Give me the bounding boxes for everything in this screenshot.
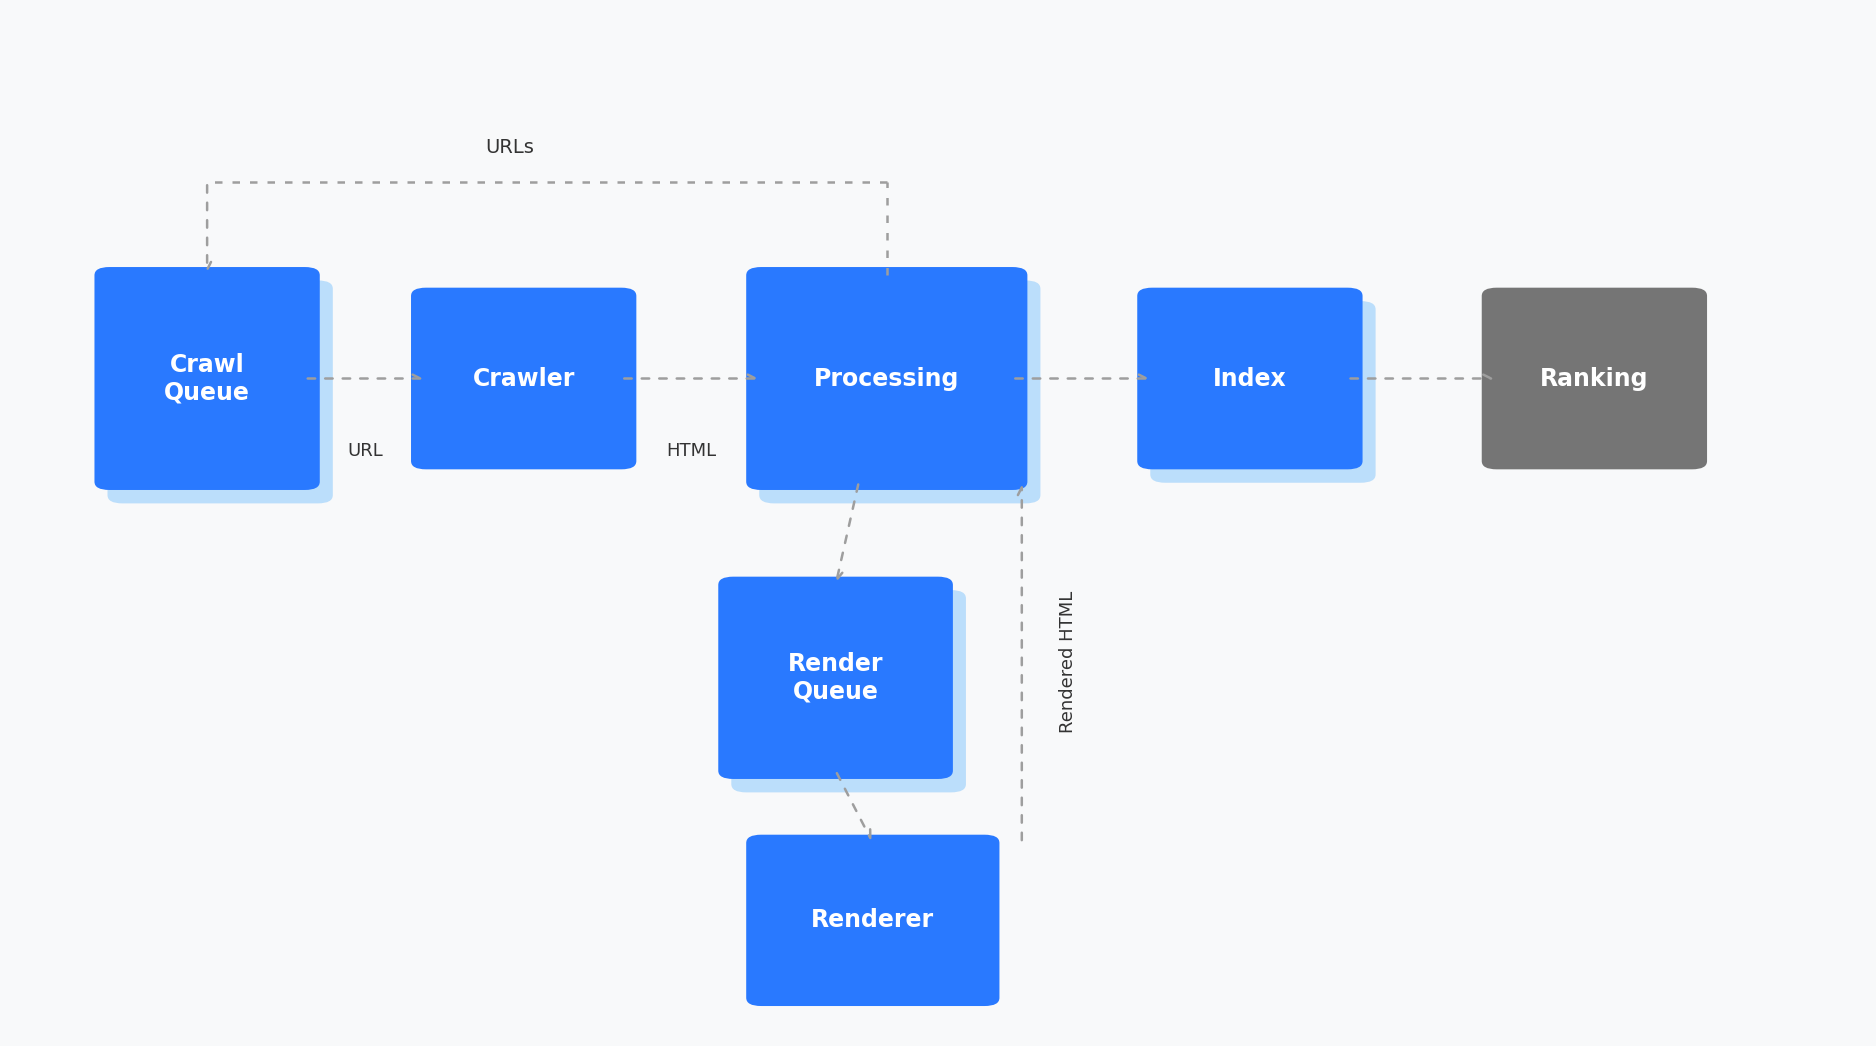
FancyBboxPatch shape — [1482, 288, 1707, 470]
Text: URL: URL — [347, 441, 383, 460]
FancyBboxPatch shape — [747, 835, 1000, 1006]
Text: URLs: URLs — [486, 138, 535, 157]
FancyBboxPatch shape — [760, 280, 1041, 503]
Text: Rendered HTML: Rendered HTML — [1060, 591, 1077, 733]
Text: Processing: Processing — [814, 366, 959, 390]
FancyBboxPatch shape — [732, 590, 966, 793]
FancyBboxPatch shape — [719, 576, 953, 779]
Text: Crawler: Crawler — [473, 366, 574, 390]
FancyBboxPatch shape — [411, 288, 636, 470]
Text: Render
Queue: Render Queue — [788, 652, 884, 704]
FancyBboxPatch shape — [1137, 288, 1362, 470]
Text: Renderer: Renderer — [810, 908, 934, 932]
Text: Ranking: Ranking — [1540, 366, 1649, 390]
FancyBboxPatch shape — [107, 280, 332, 503]
FancyBboxPatch shape — [94, 267, 319, 490]
FancyBboxPatch shape — [1150, 301, 1375, 483]
Text: HTML: HTML — [666, 441, 717, 460]
Text: Index: Index — [1214, 366, 1287, 390]
Text: Crawl
Queue: Crawl Queue — [165, 353, 250, 405]
FancyBboxPatch shape — [747, 267, 1028, 490]
